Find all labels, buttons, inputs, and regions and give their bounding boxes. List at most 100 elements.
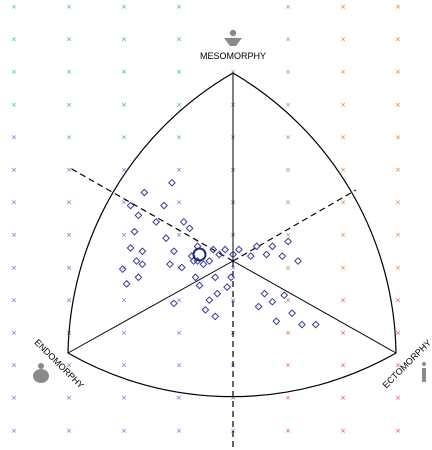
data-point-41: [223, 283, 231, 291]
grid-marker: ×: [121, 36, 127, 44]
grid-marker: ×: [176, 394, 182, 402]
data-point-28: [252, 242, 261, 251]
grid-marker: ×: [11, 296, 17, 304]
grid-marker: ×: [176, 36, 182, 44]
grid-marker: ×: [66, 362, 72, 370]
data-point-23: [205, 257, 214, 265]
grid-marker: ×: [285, 199, 291, 207]
grid-marker: ×: [230, 394, 236, 402]
grid-marker: ×: [176, 166, 182, 174]
grid-marker: ×: [340, 36, 346, 44]
data-point-52: [288, 309, 297, 318]
grid-marker: ×: [340, 296, 346, 304]
data-point-43: [205, 296, 214, 305]
grid-marker: ×: [395, 68, 401, 76]
grid-marker: ×: [121, 199, 127, 207]
data-point-55: [122, 279, 131, 288]
grid-marker: ×: [66, 166, 72, 174]
grid-marker: ×: [176, 199, 182, 207]
grid-marker: ×: [340, 427, 346, 435]
grid-marker: ×: [66, 427, 72, 435]
ectomorph-figure-icon: [422, 362, 426, 382]
data-point-45: [268, 297, 277, 306]
data-point-1: [168, 178, 176, 187]
grid-marker: ×: [66, 231, 72, 239]
grid-marker: ×: [176, 362, 182, 370]
data-point-36: [134, 273, 143, 282]
grid-marker: ×: [285, 264, 291, 272]
reuleaux-triangle-frame: [67, 72, 397, 450]
grid-marker: ×: [395, 36, 401, 44]
grid-marker: ×: [340, 362, 346, 370]
mesomorphy-label: MESOMORPHY: [200, 51, 266, 61]
data-point-32: [262, 250, 271, 259]
grid-marker: ×: [395, 3, 401, 11]
grid-marker: ×: [230, 296, 236, 304]
grid-marker: ×: [176, 427, 182, 435]
data-point-48: [201, 305, 210, 314]
grid-marker: ×: [340, 264, 346, 272]
grid-marker: ×: [340, 166, 346, 174]
grid-marker: ×: [395, 394, 401, 402]
grid-marker: ×: [395, 296, 401, 304]
ectomorphy-axis: [232, 260, 397, 354]
grid-marker: ×: [340, 68, 346, 76]
left-dashed-line: [69, 167, 234, 262]
data-point-16: [138, 260, 147, 269]
grid-marker: ×: [285, 166, 291, 174]
grid-marker: ×: [176, 101, 182, 109]
grid-marker: ×: [230, 264, 236, 272]
grid-marker: ×: [11, 68, 17, 76]
data-point-40: [195, 281, 204, 290]
data-point-35: [118, 265, 127, 274]
grid-marker: ×: [285, 296, 291, 304]
grid-marker: ×: [121, 231, 127, 239]
grid-marker: ×: [340, 329, 346, 337]
data-point-33: [278, 252, 287, 261]
grid-marker: ×: [395, 166, 401, 174]
grid-marker: ×: [395, 199, 401, 207]
grid-marker: ×: [11, 3, 17, 11]
grid-marker: ×: [395, 427, 401, 435]
grid-marker: ×: [66, 264, 72, 272]
grid-marker: ×: [121, 329, 127, 337]
grid-marker: ×: [340, 199, 346, 207]
grid-marker: ×: [66, 133, 72, 141]
grid-marker: ×: [11, 101, 17, 109]
data-point-24: [215, 250, 224, 259]
grid-marker: ×: [285, 394, 291, 402]
grid-marker: ×: [176, 3, 182, 11]
grid-marker: ×: [11, 329, 17, 337]
grid-marker: ×: [395, 329, 401, 337]
data-point-18: [177, 263, 186, 272]
data-point-27: [235, 245, 243, 254]
grid-marker: ×: [395, 264, 401, 272]
data-point-8: [130, 227, 139, 236]
data-point-0: [140, 188, 149, 197]
grid-marker: ×: [11, 166, 17, 174]
grid-marker: ×: [66, 3, 72, 11]
data-point-6: [179, 217, 188, 226]
body-type-figures: [33, 29, 426, 383]
grid-marker: ×: [121, 68, 127, 76]
grid-marker: ×: [121, 296, 127, 304]
grid-marker: ×: [285, 3, 291, 11]
grid-marker: ×: [340, 394, 346, 402]
data-point-51: [272, 317, 281, 326]
grid-marker: ×: [340, 101, 346, 109]
grid-marker: ×: [395, 231, 401, 239]
data-point-44: [260, 289, 269, 298]
data-point-14: [209, 245, 218, 254]
grid-marker: ×: [11, 36, 17, 44]
grid-marker: ×: [285, 329, 291, 337]
grid-marker: ×: [66, 296, 72, 304]
data-point-7: [185, 224, 194, 233]
grid-marker: ×: [285, 362, 291, 370]
endomorph-figure-icon: [33, 363, 49, 383]
grid-marker: ×: [230, 427, 236, 435]
grid-marker: ×: [230, 68, 236, 76]
grid-marker: ×: [340, 133, 346, 141]
data-point-25: [221, 245, 230, 254]
data-point-34: [294, 257, 302, 265]
